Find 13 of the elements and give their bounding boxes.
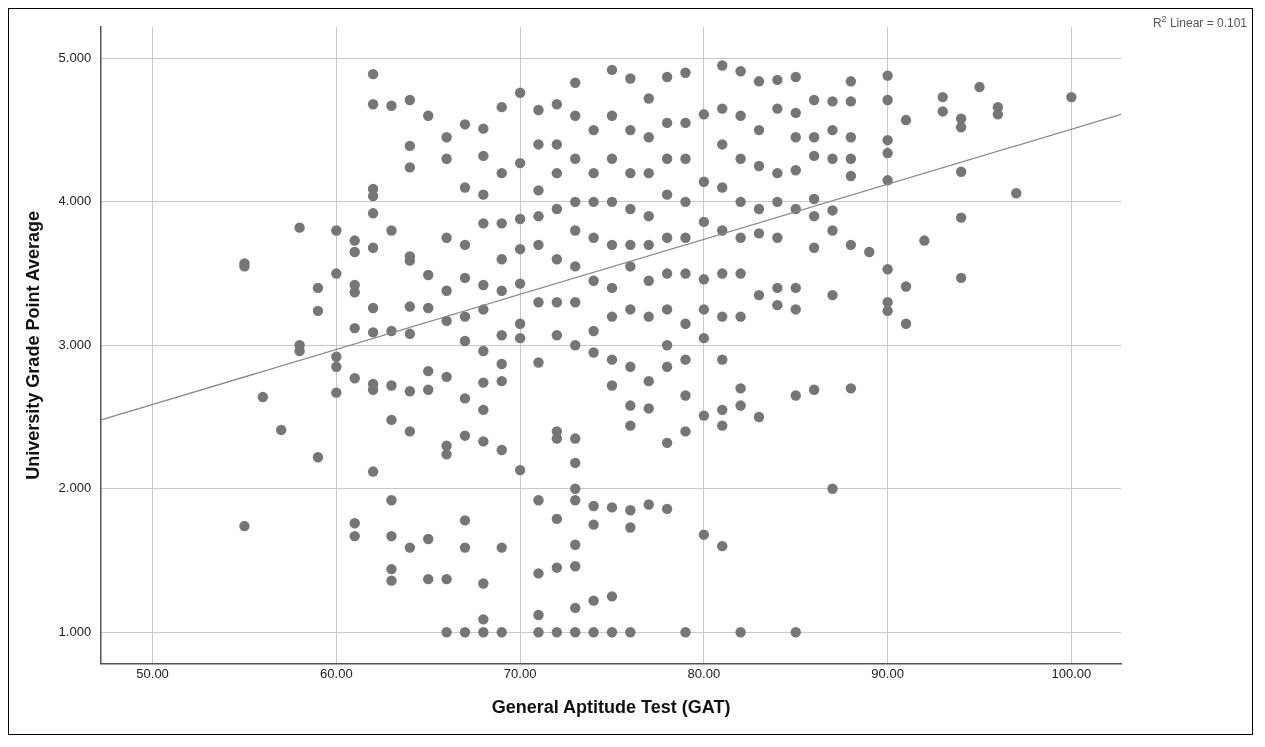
y-tick-label: 3.000 — [58, 336, 92, 352]
x-tick-label: 60.00 — [320, 666, 353, 682]
x-axis-title: General Aptitude Test (GAT) — [491, 697, 731, 718]
y-tick-label: 4.000 — [58, 193, 92, 209]
x-tick-label: 50.00 — [136, 666, 169, 682]
x-tick-label: 100.00 — [1051, 666, 1092, 682]
y-tick-label: 2.000 — [58, 480, 92, 496]
x-tick-label: 90.00 — [871, 666, 904, 682]
x-tick-label: 80.00 — [687, 666, 721, 682]
y-axis-title: University Grade Point Average — [22, 210, 43, 480]
y-tick-label: 5.000 — [58, 49, 92, 65]
x-tick-label: 70.00 — [503, 666, 537, 682]
y-tick-label: 1.000 — [58, 623, 92, 639]
